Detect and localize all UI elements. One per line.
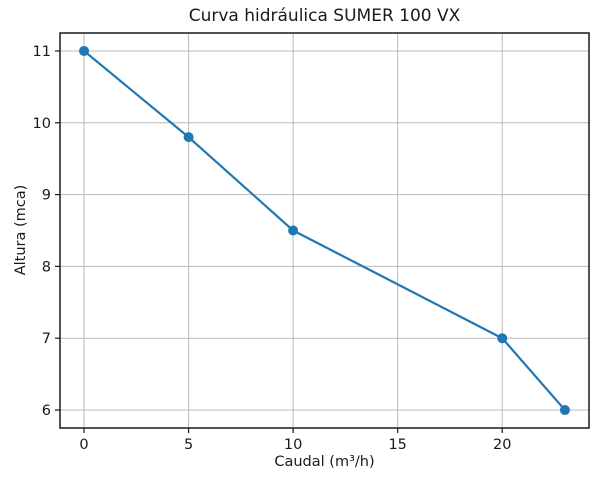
data-point <box>183 132 194 143</box>
data-point <box>79 45 90 56</box>
axes-spines <box>59 32 590 429</box>
y-tick-label: 7 <box>42 331 51 347</box>
y-tick-label: 9 <box>42 188 51 204</box>
y-tick-label: 6 <box>42 403 51 419</box>
y-axis-label: Altura (mca) <box>13 184 29 276</box>
x-tick-label: 20 <box>493 437 511 453</box>
y-tick-label: 11 <box>33 44 51 60</box>
x-tick-label: 0 <box>79 437 88 453</box>
y-tick-label: 10 <box>33 116 51 132</box>
y-tick-label: 8 <box>42 259 51 275</box>
data-point <box>288 225 299 236</box>
series-line <box>82 49 567 412</box>
chart-title: Curva hidráulica SUMER 100 VX <box>188 6 461 26</box>
x-axis-label: Caudal (m³/h) <box>274 454 375 470</box>
x-tick-label: 10 <box>284 437 302 453</box>
x-tick-label: 15 <box>388 437 406 453</box>
x-tick-label: 5 <box>184 437 193 453</box>
data-point <box>497 333 508 344</box>
data-point <box>559 405 570 416</box>
